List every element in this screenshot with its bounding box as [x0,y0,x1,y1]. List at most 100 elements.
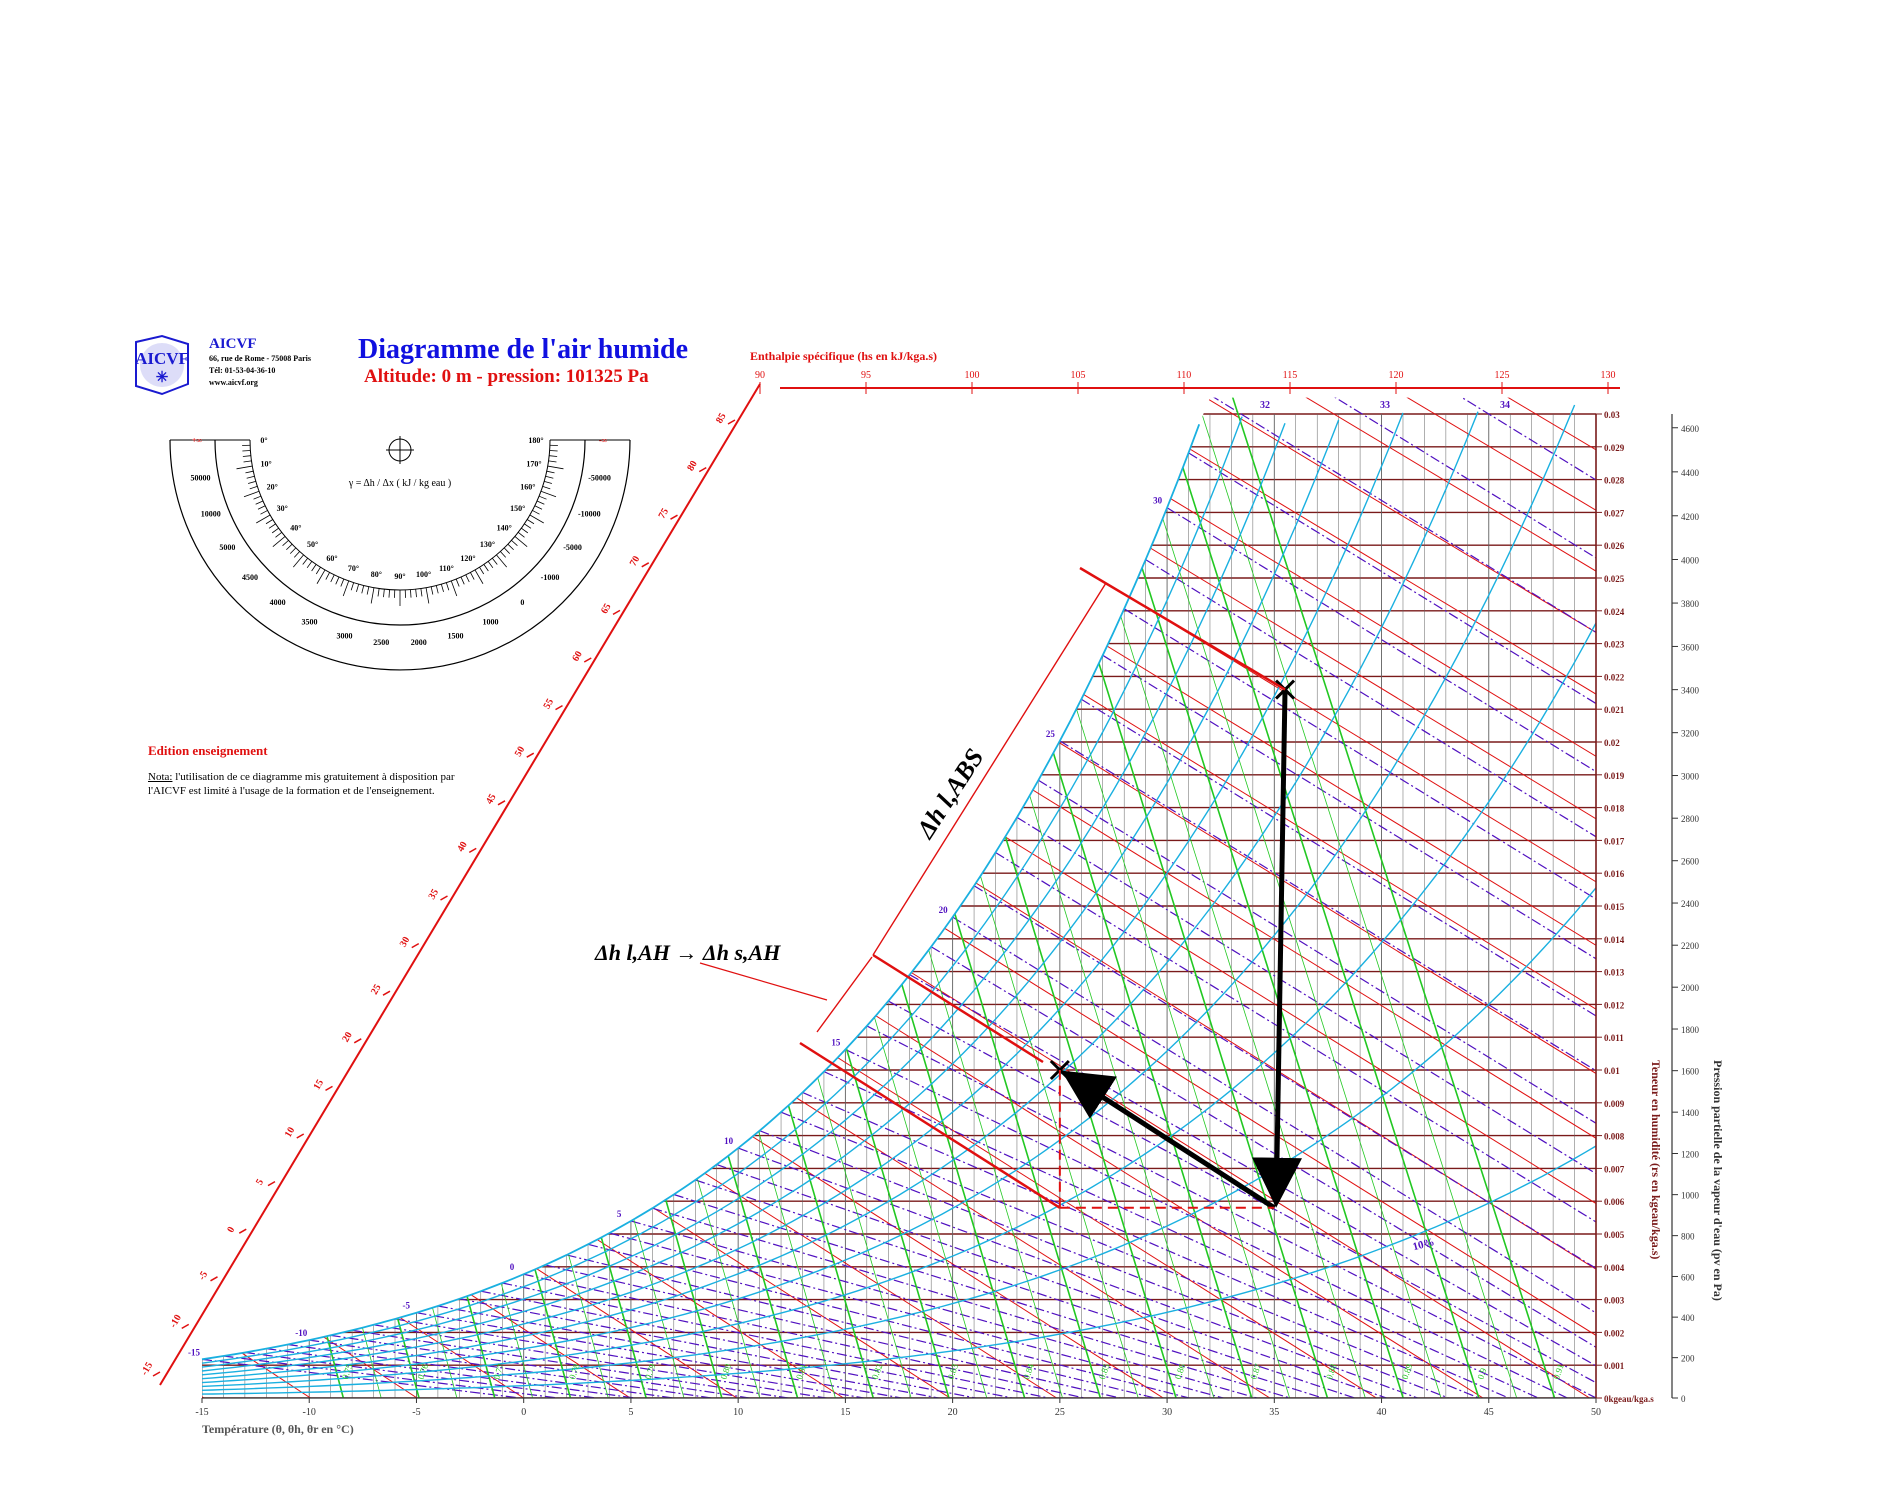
protractor-value-label: +∞ [192,436,203,445]
pressure-tick-label: 3200 [1681,729,1700,739]
protractor-tick [361,585,365,594]
specific-volume-line [325,397,609,1399]
y-tick-label: 0.015 [1604,902,1625,912]
enthalpy-diag-tick-mark [296,1133,305,1139]
x-tick-label: -15 [195,1407,208,1418]
wet-bulb-line [373,1324,1232,1399]
enthalpy-top-tick-label: 95 [861,370,871,381]
protractor-tick [315,566,321,575]
wet-bulb-side-label: 15 [831,1037,841,1047]
protractor-value-label: 2500 [373,638,389,647]
enthalpy-lines [202,397,1596,1399]
pressure-tick-label: 3000 [1681,772,1700,782]
protractor-tick [492,557,498,565]
process-arrow-2 [1061,1070,1276,1210]
protractor-tick [410,589,412,598]
specific-volume-line [1154,397,1480,1399]
pressure-tick-label: 3600 [1681,642,1700,652]
label-leader [699,962,828,1001]
protractor-tick [242,450,251,452]
wet-bulb-line [223,1355,1082,1399]
y-tick-label: 0.009 [1604,1099,1625,1109]
protractor-tick [511,540,518,547]
protractor-angle-label: 160° [520,483,535,492]
wet-bulb-side-label: -10 [295,1328,307,1338]
protractor-angle-label: 140° [497,523,512,532]
dimension-abs [872,582,1107,956]
wet-bulb-line [866,1025,1596,1399]
specific-volume-line [397,397,685,1399]
enthalpy-top-tick-label: 120 [1389,370,1404,381]
enthalpy-line [202,397,311,1399]
wet-bulb-line [523,1273,1382,1399]
enthalpy-diag-tick-mark [353,1038,362,1044]
wet-bulb-side-label: 30 [1153,496,1163,506]
enthalpy-line [573,397,1596,1399]
wet-bulb-line [609,1232,1468,1399]
y-tick-label: 0.017 [1604,836,1625,846]
pressure-tick-label: 4000 [1681,556,1700,566]
protractor-angle-label: 50° [307,540,318,549]
enthalpy-diag-tick-label: 65 [599,602,614,616]
wet-bulb-line [823,1071,1596,1399]
pressure-tick-label: 3800 [1681,599,1700,609]
y-tick-label: 0.001 [1604,1361,1625,1371]
pressure-tick-label: 4600 [1681,424,1700,434]
protractor-tick [514,536,528,548]
x-tick-label: 35 [1269,1407,1279,1418]
enthalpy-diag-tick-label: 80 [685,459,700,473]
enthalpy-top-tick-label: 100 [965,370,980,381]
protractor-tick [325,572,330,580]
enthalpy-top-tick-label: 115 [1283,370,1298,381]
wet-bulb-line [1016,816,1596,1346]
protractor-tick [292,554,304,568]
protractor-value-label: 4000 [270,598,286,607]
enthalpy-diag-tick-mark [526,752,535,758]
enthalpy-line [202,397,205,1399]
protractor-tick [521,527,529,534]
dimension-ah [816,956,873,1033]
protractor-value-label: -50000 [588,473,611,482]
x-tick-label: 40 [1377,1407,1387,1418]
annotations: Δh l,ABS Δh l,AH → Δh s,AH [594,566,1302,1210]
protractor-value-label: -5000 [563,543,582,552]
enthalpy-diag-tick-label: 0 [225,1225,237,1235]
enthalpy-diag-tick-mark [267,1180,276,1187]
y-tick-label: 0.022 [1604,672,1625,682]
construction-enthalpy-low [799,1041,1061,1209]
protractor-value-label: -∞ [599,436,608,445]
protractor-tick [272,536,286,548]
enthalpy-diag-tick-mark [698,466,707,473]
protractor-tick [546,470,555,474]
enthalpy-diag-tick-mark [727,419,736,425]
y-tick-label: 0.011 [1604,1033,1624,1043]
protractor-tick [282,540,289,547]
wet-bulb-line [437,1305,1296,1399]
protractor-tick [249,485,258,490]
protractor-value-label: 10000 [201,509,221,518]
enthalpy-diag-tick-mark [612,609,621,616]
enthalpy-diag-tick-label: 70 [628,554,643,568]
wet-bulb-side-label: 0 [510,1262,515,1272]
protractor-angle-label: 40° [290,523,301,532]
pressure-tick-label: 1800 [1681,1025,1700,1035]
rh-curve-10 [201,1145,1597,1395]
enthalpy-line [875,397,1596,1399]
pressure-tick-label: 4400 [1681,468,1700,478]
rh-curve-20 [201,887,1597,1391]
rh-curve-80 [201,423,1286,1368]
protractor-tick [483,564,489,572]
x-tick-label: 50 [1591,1407,1601,1418]
enthalpy-line [202,397,1164,1399]
protractor-tick [302,557,308,565]
enthalpy-diag-tick-label: 25 [369,983,384,997]
enthalpy-line [1077,397,1596,1399]
protractor-tick [330,574,335,583]
enthalpy-line [202,397,631,1399]
wet-bulb-line [1145,559,1596,1088]
x-tick-label: -10 [303,1407,316,1418]
protractor: 0° 10° 20° 30° 40° 50° 60° 70° 80° 90° 100° 110° 120… [169,436,631,671]
protractor-tick [534,505,543,510]
enthalpy-line [202,397,951,1399]
enthalpy-top-tick-label: 125 [1495,370,1510,381]
